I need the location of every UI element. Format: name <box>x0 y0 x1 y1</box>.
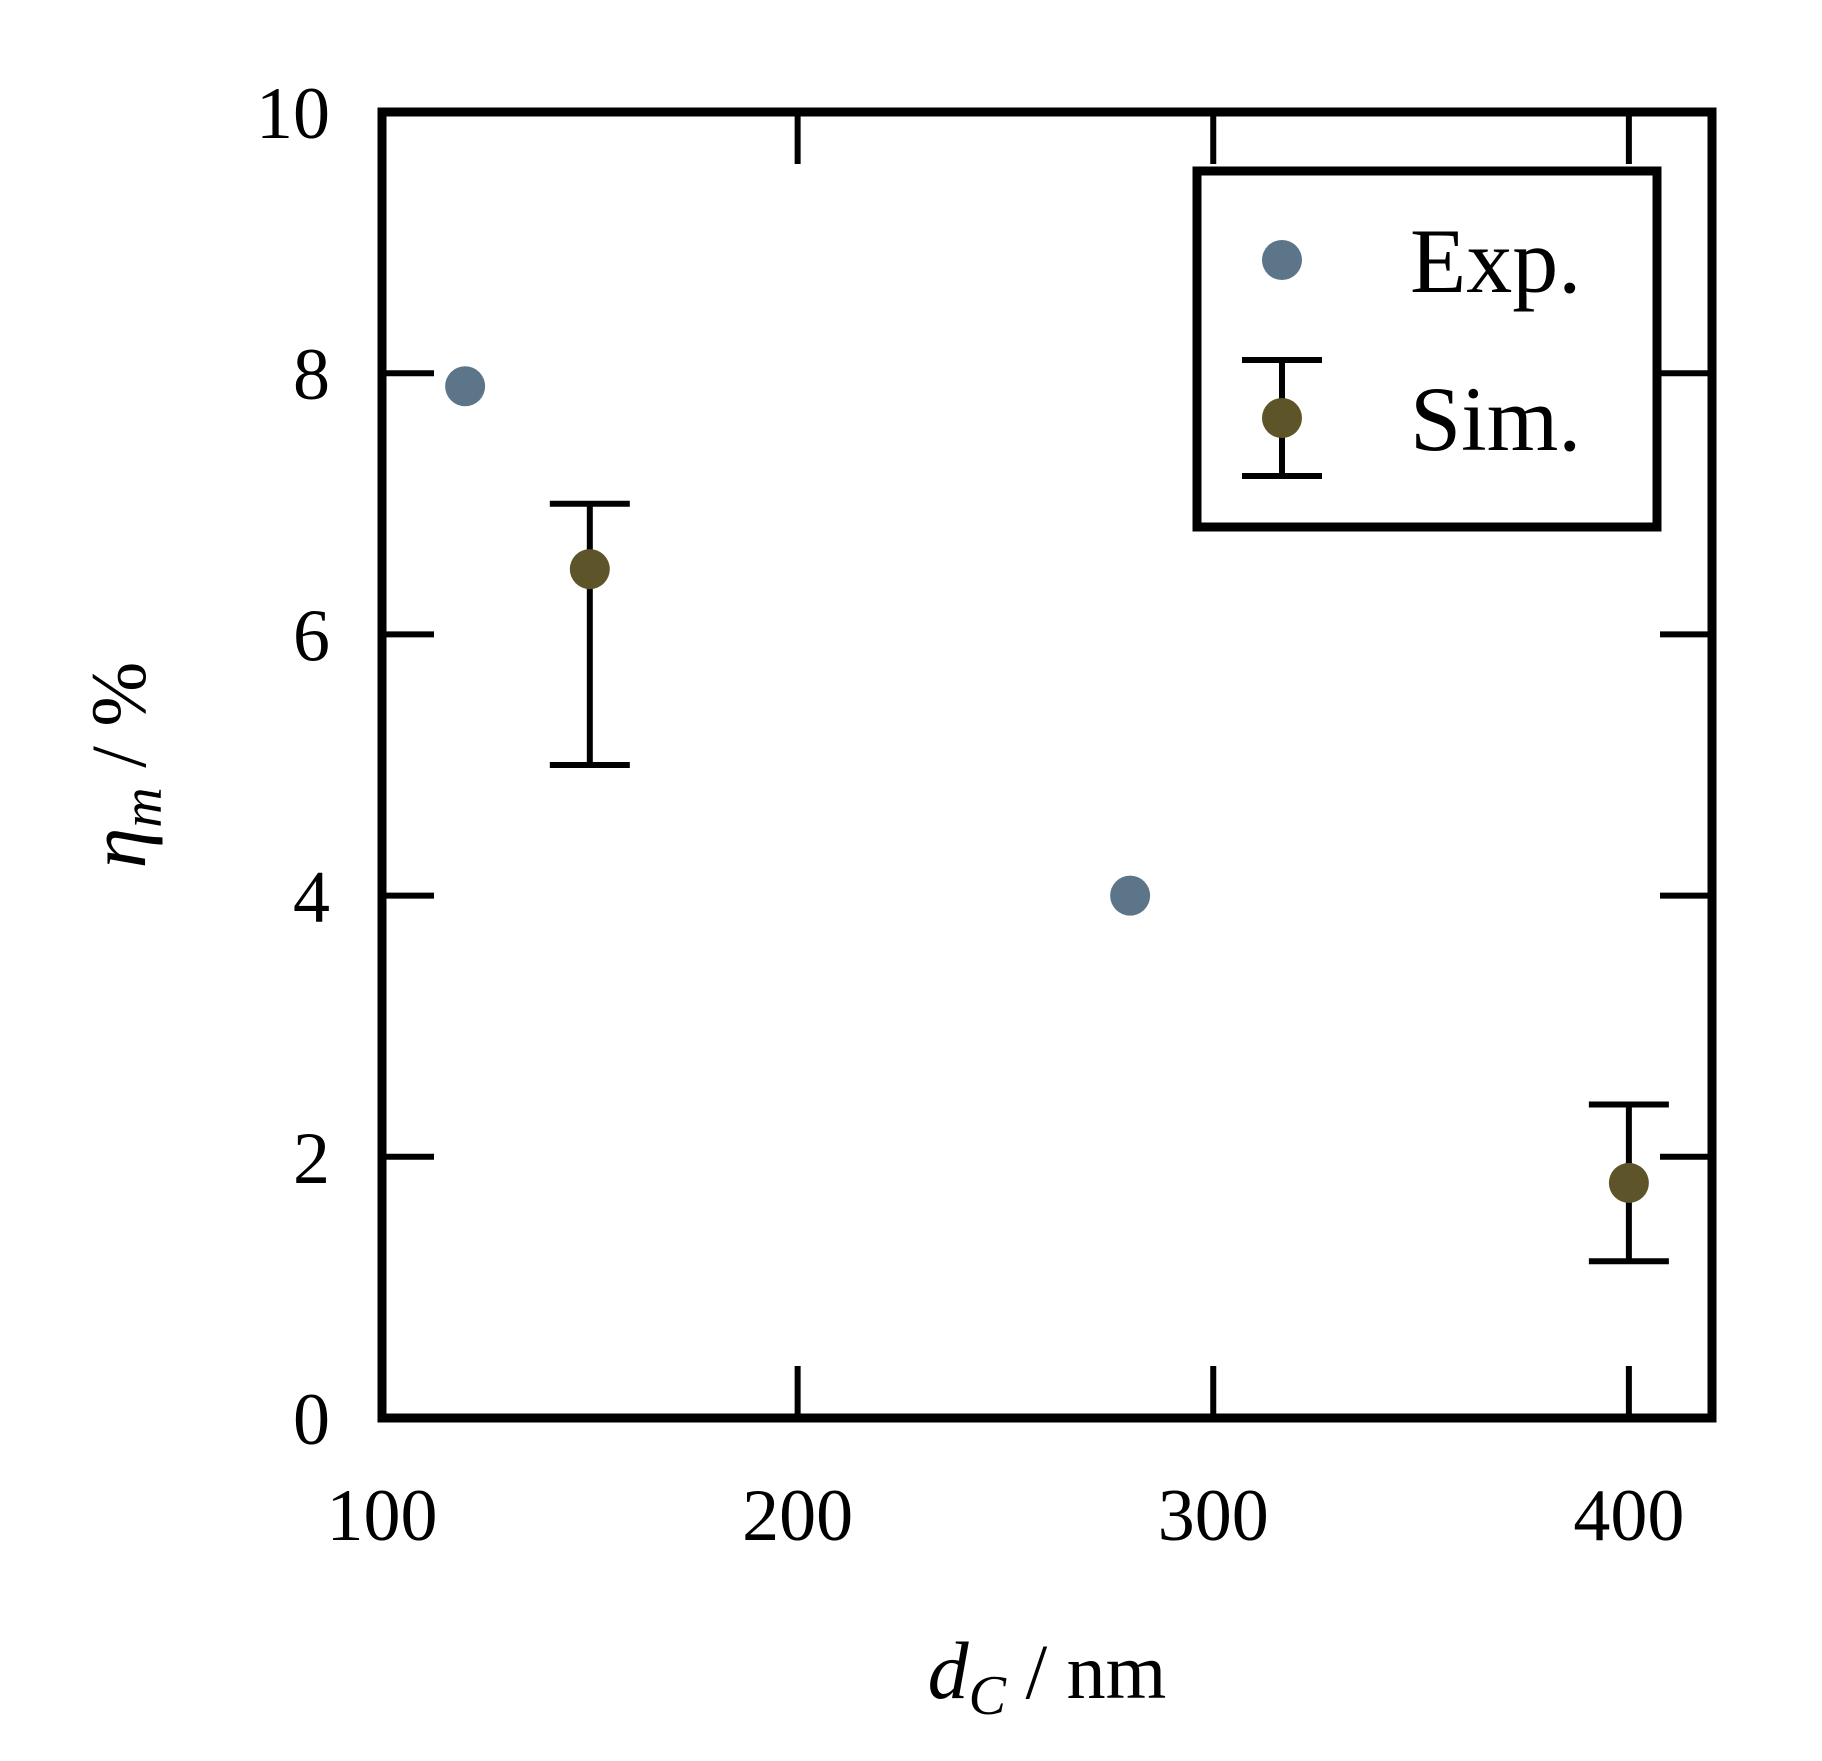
y-tick-label: 10 <box>256 73 330 155</box>
x-tick-label: 100 <box>327 1475 438 1557</box>
data-point <box>1608 1162 1649 1203</box>
y-axis-label-sub: m <box>112 787 174 827</box>
y-axis-label-unit: / % <box>75 662 162 788</box>
x-tick-label: 300 <box>1158 1475 1269 1557</box>
y-tick-label: 0 <box>293 1379 330 1461</box>
x-axis-label-sub: C <box>969 1665 1007 1727</box>
x-axis-label-unit: / nm <box>1006 1628 1166 1715</box>
y-tick-label: 2 <box>293 1118 330 1200</box>
marks-layer <box>445 366 1669 1265</box>
y-tick-label: 6 <box>293 595 330 677</box>
x-tick-label: 200 <box>742 1475 853 1557</box>
legend-marker <box>1262 398 1302 438</box>
plot-frame <box>377 107 1717 1423</box>
legend-entries: Exp. Sim. <box>1242 210 1581 479</box>
x-axis-label: dC / nm <box>928 1625 1167 1727</box>
y-tick-label: 4 <box>293 857 330 939</box>
data-point <box>569 549 610 590</box>
legend-label: Exp. <box>1410 210 1581 312</box>
y-tick-label: 8 <box>293 334 330 416</box>
legend-marker <box>1262 240 1302 280</box>
y-axis-label-var: η <box>72 828 163 869</box>
ticks-layer: 100 200 300 400 0 2 4 6 8 10 <box>256 73 1712 1557</box>
legend: Exp. Sim. <box>1192 166 1662 532</box>
x-axis-label-var: d <box>928 1625 970 1716</box>
legend-label: Sim. <box>1410 368 1581 470</box>
x-tick-label: 400 <box>1573 1475 1684 1557</box>
legend-box <box>1192 166 1662 532</box>
data-point <box>445 366 486 407</box>
y-axis-label: ηm / % <box>72 662 174 869</box>
data-point <box>1110 875 1151 916</box>
